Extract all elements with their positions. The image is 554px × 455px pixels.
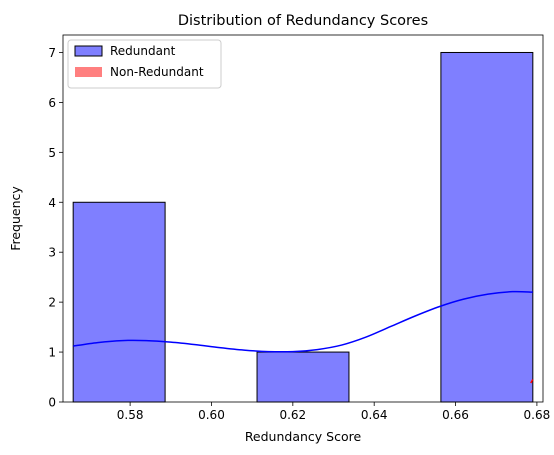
kde-line-non-redundant <box>530 379 534 384</box>
legend-box <box>67 39 222 89</box>
y-tick-label: 1 <box>48 346 56 360</box>
axes-frame <box>62 34 544 403</box>
histogram-bar-redundant-4 <box>440 51 534 403</box>
x-axis-label: Redundancy Score <box>245 429 362 444</box>
y-tick-label: 2 <box>48 296 56 310</box>
chart-title: Distribution of Redundancy Scores <box>178 13 428 29</box>
y-tick-label: 7 <box>48 46 56 60</box>
y-axis: 0 1 2 3 4 5 6 7 <box>48 46 63 410</box>
x-tick-label: 0.66 <box>442 408 469 422</box>
y-tick-label: 5 <box>48 146 56 160</box>
y-tick-label: 3 <box>48 246 56 260</box>
plot-area <box>72 51 534 403</box>
x-tick-label: 0.68 <box>524 408 551 422</box>
histogram-bar-redundant-2 <box>256 351 350 403</box>
y-tick-label: 4 <box>48 196 56 210</box>
histogram-bar-redundant-0 <box>72 201 166 403</box>
x-tick-label: 0.58 <box>117 408 144 422</box>
legend-label-non-redundant: Non-Redundant <box>110 65 204 79</box>
y-tick-label: 0 <box>48 396 56 410</box>
y-axis-label: Frequency <box>8 186 23 251</box>
kde-line-redundant <box>73 290 533 353</box>
legend-swatch-non-redundant <box>75 67 102 77</box>
legend-swatch-redundant <box>74 45 103 57</box>
y-tick-label: 6 <box>48 96 56 110</box>
x-tick-label: 0.60 <box>198 408 225 422</box>
legend: Redundant Non-Redundant <box>67 39 222 89</box>
legend-label-redundant: Redundant <box>110 44 176 58</box>
x-axis: 0.58 0.60 0.62 0.64 0.66 0.68 <box>117 402 550 422</box>
x-tick-label: 0.62 <box>279 408 306 422</box>
x-tick-label: 0.64 <box>361 408 388 422</box>
